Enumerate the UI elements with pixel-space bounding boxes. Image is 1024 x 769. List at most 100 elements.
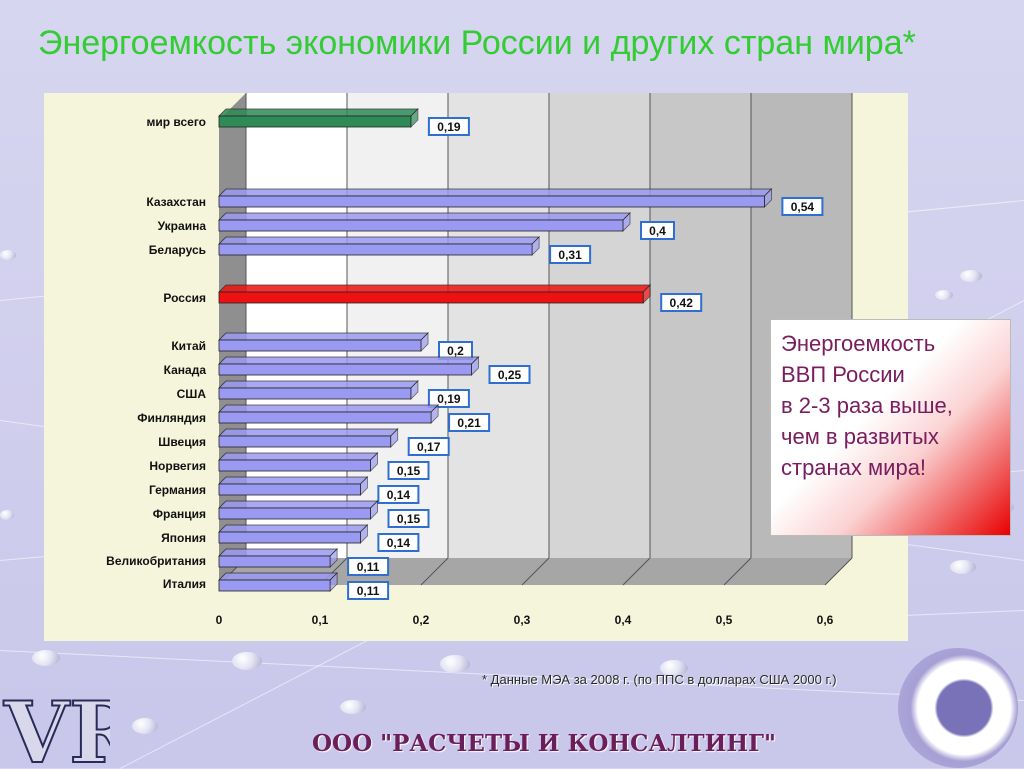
bar-top xyxy=(218,572,339,581)
value-label-box xyxy=(781,197,824,216)
category-label: США xyxy=(177,387,207,401)
bar xyxy=(218,459,371,472)
value-label: 0,2 xyxy=(447,344,464,358)
value-label: 0,31 xyxy=(558,248,582,262)
decorative-ball xyxy=(132,718,158,734)
value-label: 0,11 xyxy=(357,584,380,598)
value-label-box xyxy=(488,365,531,384)
bar-top xyxy=(218,380,419,389)
category-label: Казахстан xyxy=(146,195,206,209)
value-label-box xyxy=(347,581,390,600)
bar xyxy=(218,579,331,592)
value-label-box xyxy=(448,413,491,432)
decorative-ball xyxy=(0,250,16,260)
decorative-ball xyxy=(960,270,982,282)
value-label-box xyxy=(377,485,420,504)
plot-band xyxy=(448,93,549,558)
bar-top xyxy=(218,500,379,509)
bar xyxy=(218,243,533,256)
decorative-ball xyxy=(0,510,14,520)
category-label: Япония xyxy=(161,531,206,545)
gridline-floor xyxy=(420,557,449,586)
decorative-ball xyxy=(935,290,953,300)
decorative-ball xyxy=(32,650,60,666)
value-label: 0,15 xyxy=(397,464,421,478)
callout-line: Энергоемкость xyxy=(781,331,936,356)
page-title: Энергоемкость экономики России и других … xyxy=(38,24,916,62)
bar-top xyxy=(218,236,541,245)
bar-top xyxy=(218,356,480,365)
bar xyxy=(218,219,624,232)
bar-top xyxy=(218,108,419,117)
chart-panel: 0 0,1 0,2 0,3 0,4 0,5 0,6 мир всего 0,19 Казахста… xyxy=(44,93,908,641)
category-label: Украина xyxy=(158,219,207,233)
category-label: Италия xyxy=(163,577,206,591)
decorative-ball xyxy=(950,560,976,574)
value-label: 0,42 xyxy=(670,296,694,310)
footnote: * Данные МЭА за 2008 г. (по ППС в доллар… xyxy=(482,672,837,687)
callout-line: ВВП России xyxy=(781,362,905,387)
gridline-floor xyxy=(824,557,853,586)
bar-top xyxy=(218,428,399,437)
category-label: Германия xyxy=(149,483,206,497)
bar xyxy=(218,507,371,520)
value-label-box xyxy=(347,557,390,576)
callout-line: странах мира! xyxy=(781,455,927,480)
value-label: 0,14 xyxy=(387,536,411,550)
decorative-ring xyxy=(898,648,1018,768)
x-tick-label: 0,3 xyxy=(514,613,531,627)
bar xyxy=(218,195,765,208)
bar-top xyxy=(218,524,369,533)
plot-band xyxy=(650,93,751,558)
category-label: Великобритания xyxy=(106,554,206,568)
bar-top xyxy=(218,548,339,557)
value-label: 0,14 xyxy=(387,488,411,502)
category-label: Канада xyxy=(164,363,207,377)
x-tick-label: 0,2 xyxy=(413,613,430,627)
bar xyxy=(218,483,361,496)
decorative-ball xyxy=(340,700,366,714)
company-logo: VR xyxy=(2,688,110,768)
x-tick-label: 0,1 xyxy=(312,613,329,627)
gridline-floor xyxy=(521,557,550,586)
value-label-box xyxy=(660,293,703,312)
x-tick-label: 0,5 xyxy=(716,613,733,627)
category-label: Швеция xyxy=(158,435,206,449)
bar xyxy=(218,531,361,544)
decorative-ball xyxy=(232,652,262,670)
decorative-ball xyxy=(660,660,688,676)
bar-top xyxy=(218,284,652,293)
category-label: Россия xyxy=(163,291,206,305)
x-tick-label: 0,4 xyxy=(615,613,632,627)
logo-text: VR xyxy=(3,688,110,768)
category-label: Финляндия xyxy=(137,411,206,425)
value-label-box xyxy=(387,509,430,528)
bar-top xyxy=(218,476,369,485)
bar xyxy=(218,387,412,400)
bar-top xyxy=(218,332,429,341)
x-tick-label: 0,6 xyxy=(817,613,834,627)
bar xyxy=(218,291,644,304)
value-label-box xyxy=(377,533,420,552)
bar-top xyxy=(218,452,379,461)
bar xyxy=(218,115,412,128)
value-label: 0,15 xyxy=(397,512,421,526)
bar xyxy=(218,363,472,376)
value-label: 0,4 xyxy=(649,224,666,238)
gridline-floor xyxy=(622,557,651,586)
callout-line: в 2-3 раза выше, xyxy=(781,393,953,418)
callout-box: Энергоемкость ВВП России в 2-3 раза выше… xyxy=(770,319,1011,536)
callout-line: чем в развитых xyxy=(781,424,939,449)
value-label: 0,25 xyxy=(498,368,522,382)
plot-band xyxy=(549,93,650,558)
category-label: Беларусь xyxy=(149,243,206,257)
value-label-box xyxy=(387,461,430,480)
x-tick-label: 0 xyxy=(216,613,223,627)
value-label-box xyxy=(549,245,592,264)
value-label: 0,19 xyxy=(437,120,461,134)
company-name: ООО "РАСЧЕТЫ И КОНСАЛТИНГ" xyxy=(312,730,776,757)
value-label: 0,11 xyxy=(357,560,380,574)
value-label-box xyxy=(640,221,675,240)
bar-top xyxy=(218,188,773,197)
bar xyxy=(218,339,422,352)
